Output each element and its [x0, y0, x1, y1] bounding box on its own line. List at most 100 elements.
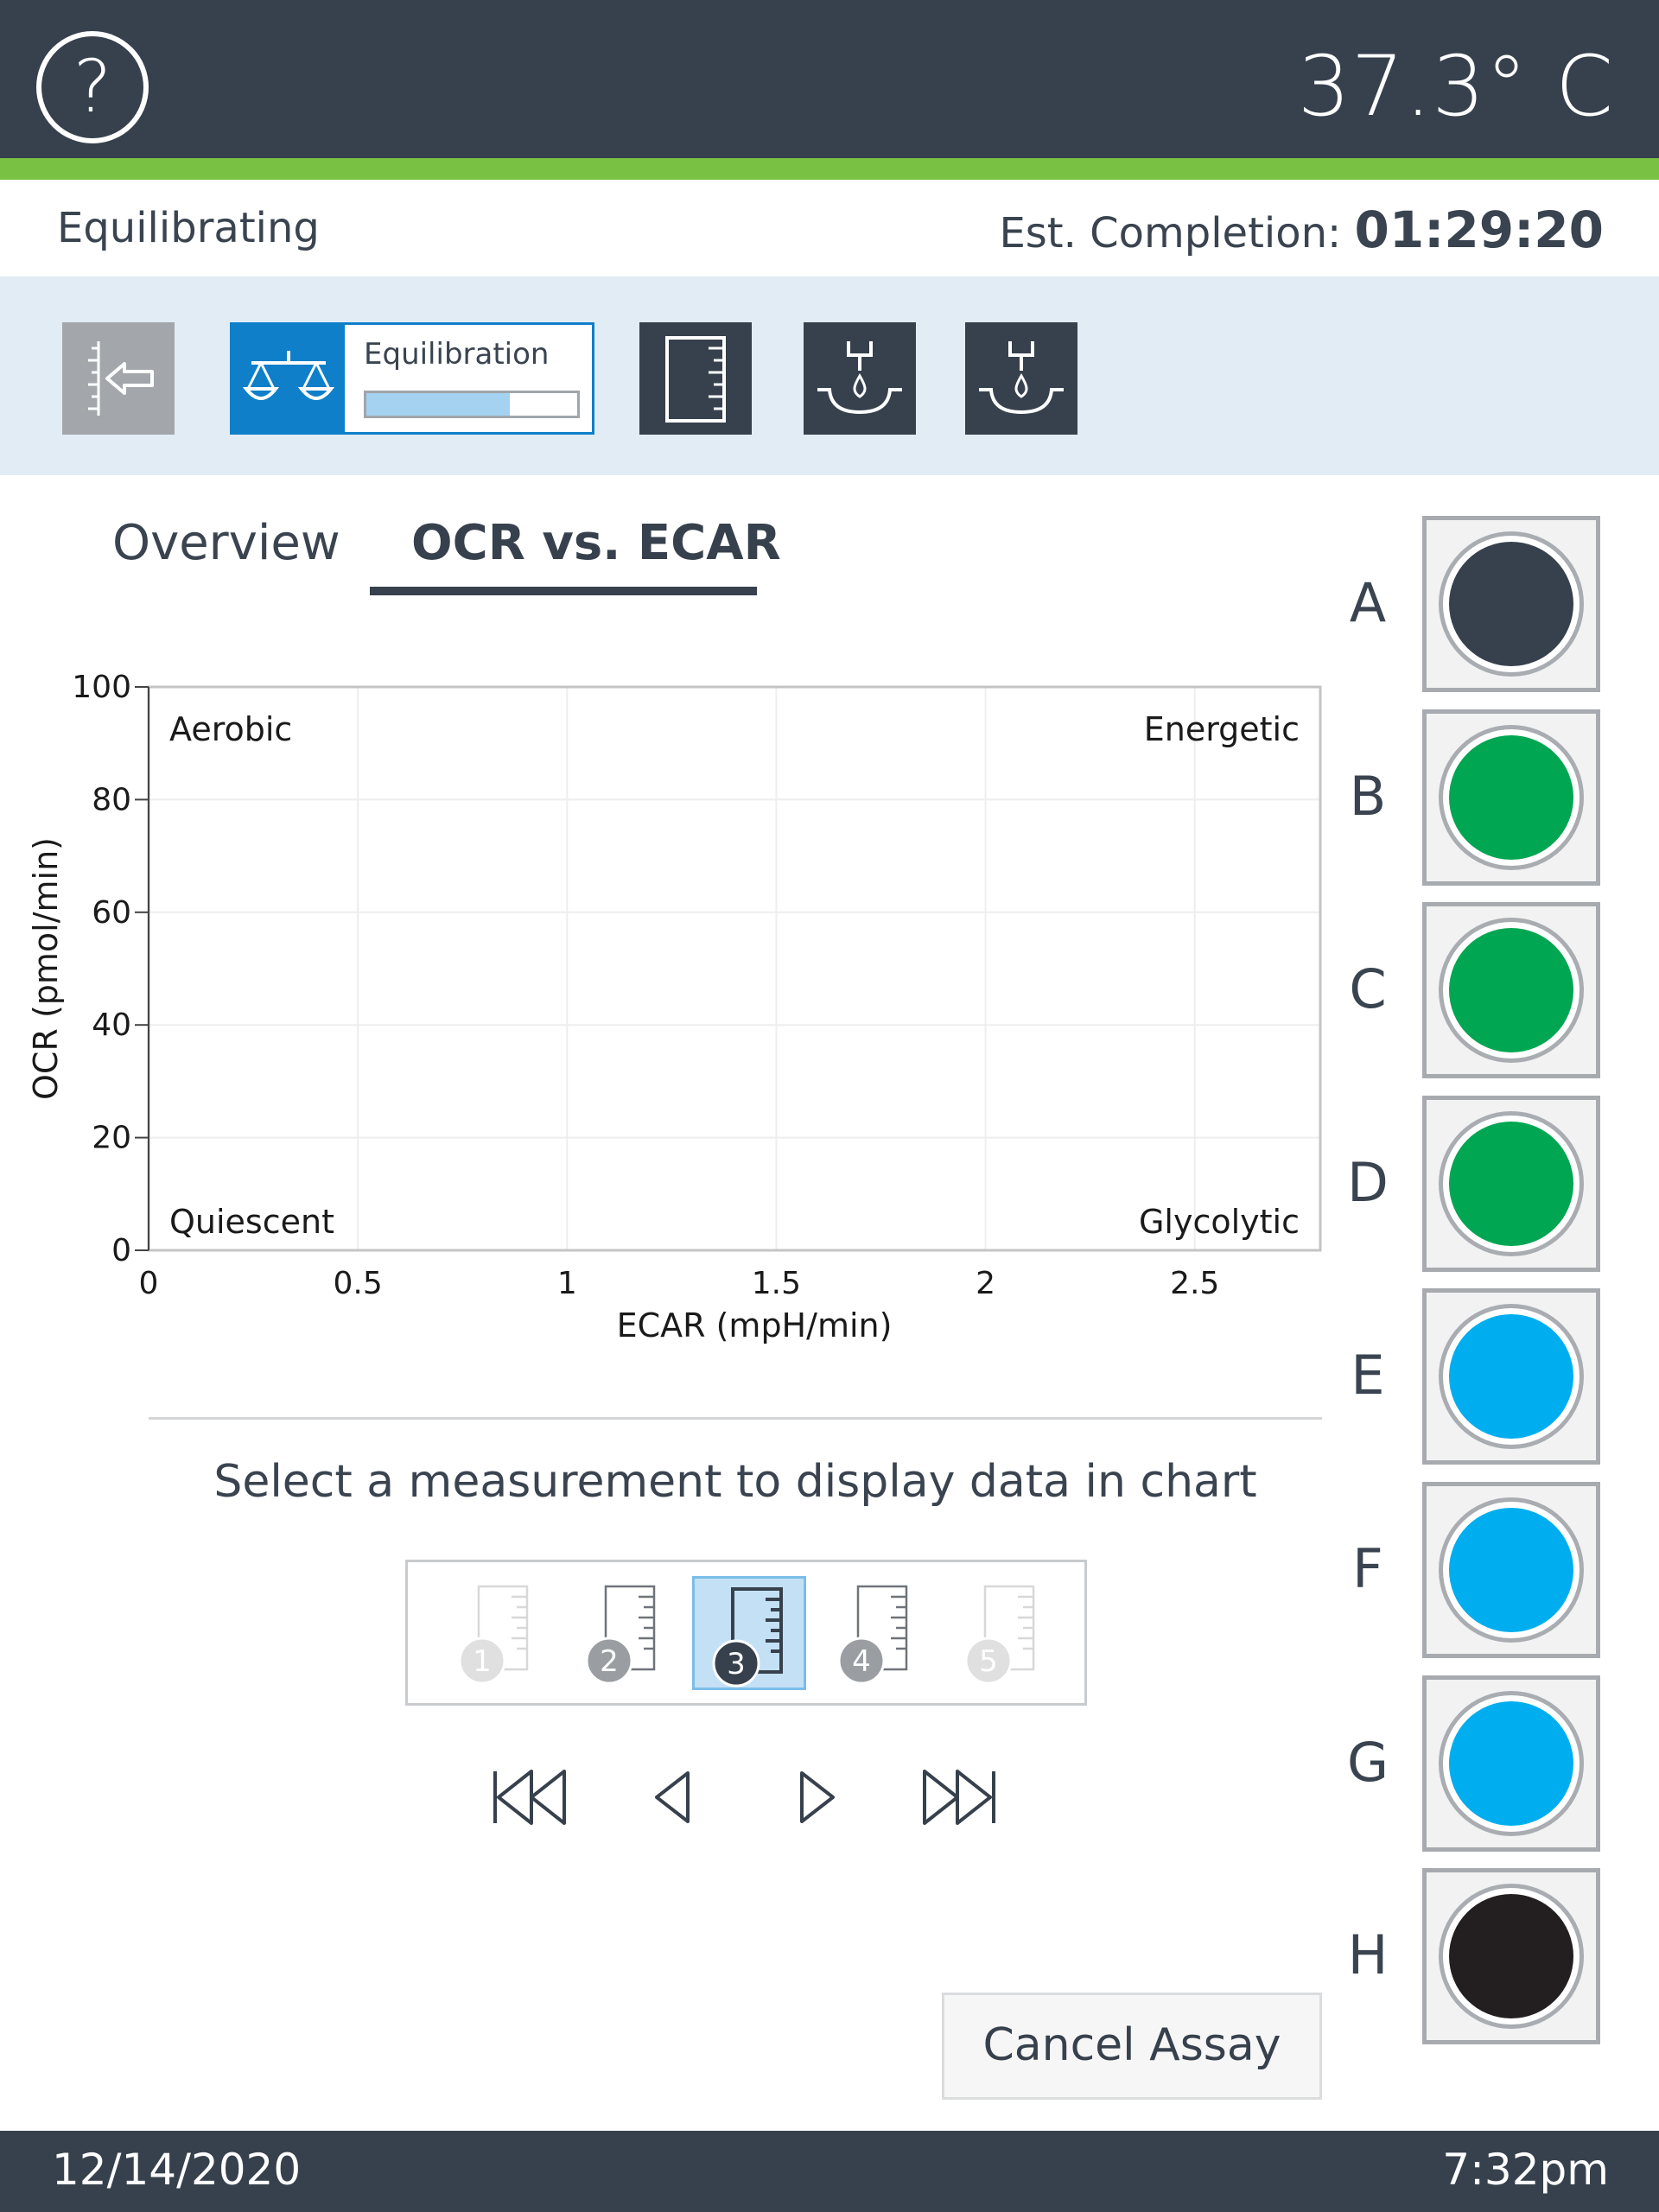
measurement-1-button: 1: [441, 1576, 555, 1690]
measurement-number: 1: [473, 1644, 492, 1679]
load-step[interactable]: [62, 322, 175, 435]
inject-icon: [817, 341, 902, 415]
active-tab-indicator: [370, 587, 757, 595]
tab-ocr-vs-ecar[interactable]: OCR vs. ECAR: [411, 515, 781, 571]
well-status-dot: [1449, 1894, 1573, 2018]
x-tick-label: 1: [557, 1266, 577, 1301]
footer-time: 7:32pm: [1442, 2145, 1609, 2195]
prev-icon: [655, 1771, 690, 1823]
measurement-number: 4: [852, 1644, 871, 1679]
y-tick-label: 60: [92, 895, 131, 931]
y-tick-label: 0: [111, 1233, 131, 1268]
well-row-label-e: E: [1351, 1344, 1385, 1407]
assay-state: Equilibrating: [57, 204, 320, 252]
y-tick-label: 20: [92, 1121, 131, 1156]
cancel-assay-button[interactable]: Cancel Assay: [942, 1993, 1322, 2100]
protocol-steps: Equilibration: [0, 276, 1659, 475]
quadrant-energetic: Energetic: [1144, 710, 1300, 748]
measurement-3-button[interactable]: 3: [692, 1576, 806, 1690]
well-row-label-d: D: [1347, 1151, 1389, 1214]
equilibration-progress-bar: [364, 391, 580, 418]
quadrant-glycolytic: Glycolytic: [1139, 1203, 1300, 1241]
y-tick-label: 80: [92, 782, 131, 817]
ocr-ecar-chart: 0 20 40 60 80 100 0 0.5 1 1.5 2 2.5 ECAR (mpH/min) OC…: [0, 657, 1348, 1382]
inject-step-1[interactable]: [804, 322, 916, 435]
well-row-label-h: H: [1347, 1923, 1389, 1986]
well-ring: [1439, 1111, 1584, 1256]
measurement-selector: 1 2 3 4 5: [405, 1560, 1087, 1706]
well-a-status[interactable]: [1422, 516, 1600, 692]
inject-step-2[interactable]: [965, 322, 1077, 435]
ruler-icon: [665, 336, 726, 423]
well-status-dot: [1449, 1314, 1573, 1439]
well-ring: [1439, 725, 1584, 870]
well-row-label-g: G: [1346, 1731, 1389, 1794]
inject-icon: [979, 341, 1064, 415]
divider: [149, 1417, 1322, 1420]
footer-bar: 12/14/2020 7:32pm: [0, 2131, 1659, 2212]
well-row-label-f: F: [1352, 1537, 1383, 1600]
measurement-number: 3: [727, 1647, 746, 1681]
y-tick-label: 40: [92, 1007, 131, 1043]
ruler-icon: 4: [837, 1585, 908, 1685]
next-measurement-button[interactable]: [769, 1763, 873, 1832]
completion-estimate: Est. Completion: 01:29:20: [999, 200, 1604, 259]
chart-svg: 0 20 40 60 80 100 0 0.5 1 1.5 2 2.5 ECAR (mpH/min) OC…: [27, 670, 1322, 1344]
status-row: Equilibrating Est. Completion: 01:29:20: [0, 180, 1659, 276]
well-f-status[interactable]: [1422, 1482, 1600, 1658]
help-icon: ?: [73, 44, 112, 129]
well-row-label-b: B: [1349, 765, 1387, 828]
y-axis-title: OCR (pmol/min): [27, 837, 65, 1100]
equilibration-step[interactable]: Equilibration: [230, 322, 594, 435]
plot-frame: [147, 685, 1322, 1252]
well-ring: [1439, 918, 1584, 1063]
well-ring: [1439, 1691, 1584, 1836]
next-icon: [800, 1771, 835, 1823]
quadrant-quiescent: Quiescent: [169, 1203, 334, 1241]
first-measurement-button[interactable]: [478, 1763, 582, 1832]
well-ring: [1439, 1497, 1584, 1643]
well-b-status[interactable]: [1422, 709, 1600, 886]
measurement-number: 5: [979, 1644, 998, 1679]
help-button[interactable]: ?: [36, 31, 149, 143]
well-ring: [1439, 531, 1584, 677]
well-status-dot: [1449, 1701, 1573, 1826]
x-tick-label: 1.5: [752, 1266, 801, 1301]
well-status-dot: [1449, 542, 1573, 666]
ruler-icon: 1: [458, 1585, 529, 1685]
x-tick-label: 0.5: [334, 1266, 383, 1301]
tab-overview[interactable]: Overview: [112, 515, 340, 571]
last-measurement-button[interactable]: [907, 1763, 1011, 1832]
well-row-label-a: A: [1349, 571, 1387, 634]
well-e-status[interactable]: [1422, 1288, 1600, 1465]
well-d-status[interactable]: [1422, 1096, 1600, 1272]
x-tick-label: 0: [139, 1266, 159, 1301]
measurement-2-button[interactable]: 2: [568, 1576, 682, 1690]
ruler-icon: 2: [585, 1585, 656, 1685]
quadrant-aerobic: Aerobic: [169, 710, 292, 748]
x-axis-title: ECAR (mpH/min): [617, 1306, 893, 1344]
skip-first-icon: [493, 1770, 566, 1825]
measure-step[interactable]: [639, 322, 752, 435]
measurement-prompt: Select a measurement to display data in …: [213, 1456, 1257, 1508]
temperature-readout: 37.3° C: [1297, 38, 1614, 135]
measurement-4-button[interactable]: 4: [820, 1576, 934, 1690]
y-tick-label: 100: [72, 670, 131, 705]
well-status-dot: [1449, 1122, 1573, 1246]
well-g-status[interactable]: [1422, 1675, 1600, 1852]
well-h-status[interactable]: [1422, 1868, 1600, 2044]
completion-label: Est. Completion:: [999, 209, 1342, 257]
measurement-5-button: 5: [947, 1576, 1061, 1690]
well-status-dot: [1449, 928, 1573, 1052]
equilibration-progress-fill: [366, 393, 510, 416]
accent-strip: [0, 158, 1659, 180]
equilibration-icon-box: [232, 325, 345, 432]
previous-measurement-button[interactable]: [622, 1763, 726, 1832]
x-tick-label: 2.5: [1170, 1266, 1219, 1301]
well-status-dot: [1449, 1508, 1573, 1632]
well-c-status[interactable]: [1422, 902, 1600, 1078]
ruler-icon: 3: [712, 1587, 783, 1688]
skip-last-icon: [923, 1770, 995, 1825]
ruler-icon: 5: [964, 1585, 1035, 1685]
scale-icon: [242, 351, 335, 400]
